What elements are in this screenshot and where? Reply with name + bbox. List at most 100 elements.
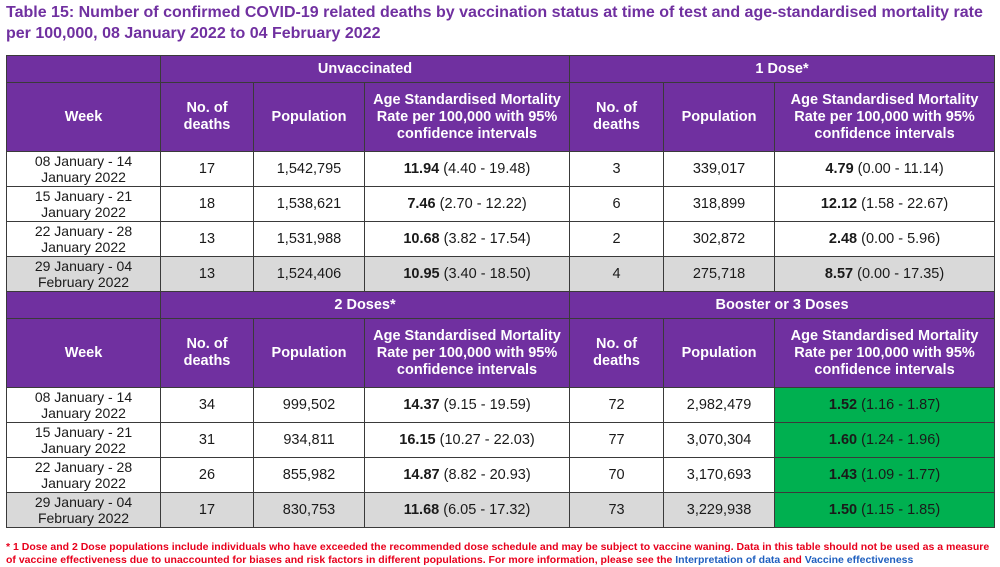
population-cell: 275,718 <box>663 256 776 292</box>
group-header-right: 1 Dose* <box>569 55 996 83</box>
confidence-interval: (0.00 - 11.14) <box>857 161 944 177</box>
rate-cell: 1.50 (1.15 - 1.85) <box>774 492 996 528</box>
rate-value: 10.95 <box>403 266 440 282</box>
footnote-and: and <box>780 554 805 566</box>
confidence-interval: (3.82 - 17.54) <box>443 231 531 247</box>
col-header-deaths: No. of deaths <box>569 82 665 152</box>
deaths-cell: 72 <box>569 387 665 423</box>
rate-cell: 12.12 (1.58 - 22.67) <box>774 186 996 222</box>
col-header-deaths: No. of deaths <box>160 318 254 388</box>
rate-value: 10.68 <box>403 231 440 247</box>
table-row: 15 January - 21 January 2022 31 934,811 16.… <box>6 422 996 458</box>
col-header-population: Population <box>253 318 365 388</box>
week-cell: 29 January - 04 February 2022 <box>6 492 161 528</box>
col-header-week: Week <box>6 318 161 388</box>
col-header-rate: Age Standardised Mortality Rate per 100,… <box>774 82 996 152</box>
rate-cell: 14.37 (9.15 - 19.59) <box>363 387 571 423</box>
deaths-cell: 4 <box>569 256 665 292</box>
confidence-interval: (10.27 - 22.03) <box>439 432 535 448</box>
rate-cell: 1.43 (1.09 - 1.77) <box>774 457 996 493</box>
confidence-interval: (1.15 - 1.85) <box>861 502 941 518</box>
confidence-interval: (1.58 - 22.67) <box>861 196 949 212</box>
confidence-interval: (0.00 - 5.96) <box>861 231 941 247</box>
rate-cell: 11.94 (4.40 - 19.48) <box>363 151 571 187</box>
table-row: 08 January - 14 January 2022 17 1,542,795 1… <box>6 151 996 187</box>
rate-cell: 11.68 (6.05 - 17.32) <box>363 492 571 528</box>
deaths-cell: 18 <box>160 186 254 222</box>
confidence-interval: (8.82 - 20.93) <box>443 467 531 483</box>
group-header-row: 2 Doses* Booster or 3 Doses <box>6 291 996 319</box>
week-cell: 15 January - 21 January 2022 <box>6 422 161 458</box>
population-cell: 1,531,988 <box>253 221 365 257</box>
deaths-cell: 17 <box>160 151 254 187</box>
rate-value: 1.43 <box>828 467 858 483</box>
rate-cell: 8.57 (0.00 - 17.35) <box>774 256 996 292</box>
column-header-row: Week No. of deaths Population Age Standardi… <box>6 82 996 152</box>
rate-value: 4.79 <box>825 161 854 177</box>
deaths-cell: 6 <box>569 186 665 222</box>
population-cell: 302,872 <box>663 221 776 257</box>
column-header-row: Week No. of deaths Population Age Standardi… <box>6 318 996 388</box>
col-header-population: Population <box>253 82 365 152</box>
table-row: 08 January - 14 January 2022 34 999,502 14.… <box>6 387 996 423</box>
rate-value: 14.37 <box>403 397 440 413</box>
rate-cell: 4.79 (0.00 - 11.14) <box>774 151 996 187</box>
confidence-interval: (6.05 - 17.32) <box>443 502 531 518</box>
rate-cell: 2.48 (0.00 - 5.96) <box>774 221 996 257</box>
col-header-rate: Age Standardised Mortality Rate per 100,… <box>774 318 996 388</box>
confidence-interval: (1.16 - 1.87) <box>861 397 941 413</box>
deaths-cell: 3 <box>569 151 665 187</box>
rate-value: 14.87 <box>403 467 440 483</box>
population-cell: 855,982 <box>253 457 365 493</box>
rate-value: 1.52 <box>828 397 858 413</box>
table-row: 22 January - 28 January 2022 26 855,982 14.… <box>6 457 996 493</box>
week-cell: 29 January - 04 February 2022 <box>6 256 161 292</box>
population-cell: 1,542,795 <box>253 151 365 187</box>
deaths-cell: 77 <box>569 422 665 458</box>
population-cell: 934,811 <box>253 422 365 458</box>
rate-value: 1.50 <box>828 502 858 518</box>
rate-cell: 1.60 (1.24 - 1.96) <box>774 422 996 458</box>
week-cell: 22 January - 28 January 2022 <box>6 457 161 493</box>
deaths-cell: 70 <box>569 457 665 493</box>
rate-value: 11.94 <box>403 161 440 177</box>
deaths-cell: 13 <box>160 256 254 292</box>
week-cell: 22 January - 28 January 2022 <box>6 221 161 257</box>
rate-value: 2.48 <box>828 231 858 247</box>
week-cell: 08 January - 14 January 2022 <box>6 387 161 423</box>
group-header-left: 2 Doses* <box>159 291 571 319</box>
rate-value: 12.12 <box>820 196 858 212</box>
rate-cell: 1.52 (1.16 - 1.87) <box>774 387 996 423</box>
group-header-row: Unvaccinated 1 Dose* <box>6 55 996 83</box>
table-row: 15 January - 21 January 2022 18 1,538,621 7… <box>6 186 996 222</box>
col-header-rate: Age Standardised Mortality Rate per 100,… <box>363 82 571 152</box>
col-header-deaths: No. of deaths <box>160 82 254 152</box>
population-cell: 3,229,938 <box>663 492 776 528</box>
rate-cell: 16.15 (10.27 - 22.03) <box>363 422 571 458</box>
vaccine-effectiveness-link[interactable]: Vaccine effectiveness <box>804 554 914 566</box>
table-row: 29 January - 04 February 2022 17 830,753 11… <box>6 492 996 528</box>
population-cell: 830,753 <box>253 492 365 528</box>
confidence-interval: (4.40 - 19.48) <box>443 161 531 177</box>
rate-cell: 10.95 (3.40 - 18.50) <box>363 256 571 292</box>
confidence-interval: (2.70 - 12.22) <box>439 196 527 212</box>
interpretation-of-data-link[interactable]: Interpretation of data <box>675 554 781 566</box>
group-header-blank <box>6 291 161 319</box>
confidence-interval: (1.24 - 1.96) <box>861 432 941 448</box>
week-cell: 08 January - 14 January 2022 <box>6 151 161 187</box>
population-cell: 2,982,479 <box>663 387 776 423</box>
population-cell: 1,538,621 <box>253 186 365 222</box>
deaths-cell: 31 <box>160 422 254 458</box>
rate-cell: 10.68 (3.82 - 17.54) <box>363 221 571 257</box>
rate-cell: 7.46 (2.70 - 12.22) <box>363 186 571 222</box>
deaths-cell: 13 <box>160 221 254 257</box>
group-header-left: Unvaccinated <box>159 55 571 83</box>
col-header-population: Population <box>663 82 776 152</box>
footnote: * 1 Dose and 2 Dose populations include … <box>6 541 996 567</box>
rate-cell: 14.87 (8.82 - 20.93) <box>363 457 571 493</box>
table-title: Table 15: Number of confirmed COVID-19 r… <box>6 4 983 42</box>
population-cell: 3,070,304 <box>663 422 776 458</box>
group-header-right: Booster or 3 Doses <box>569 291 996 319</box>
population-cell: 3,170,693 <box>663 457 776 493</box>
col-header-week: Week <box>6 82 161 152</box>
